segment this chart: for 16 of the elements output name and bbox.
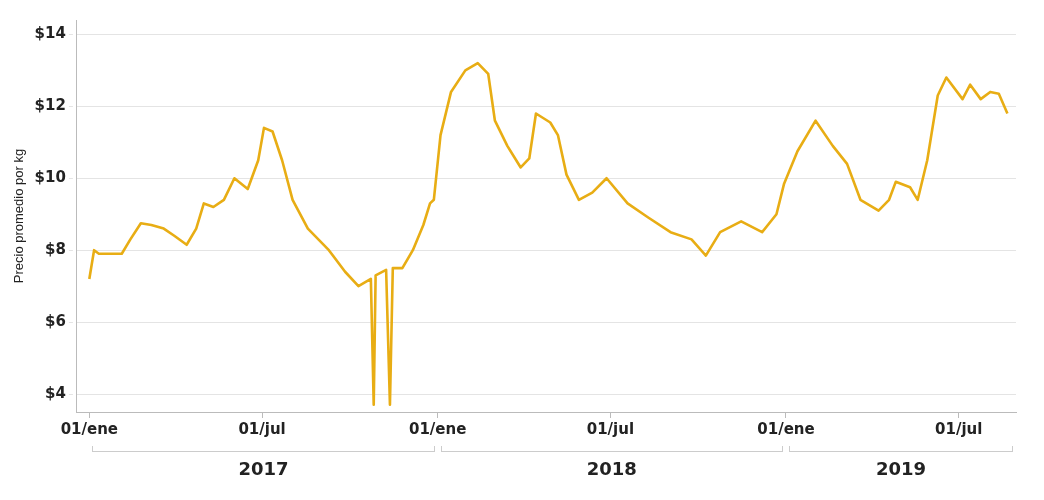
y-tick-label: $14 xyxy=(34,24,66,43)
x-tick-label: 01/ene xyxy=(60,419,119,438)
y-axis-title: Precio promedio por kg xyxy=(11,148,27,284)
y-tick-label: $8 xyxy=(45,240,66,259)
x-tick-label: 01/jul xyxy=(935,419,983,438)
text: 2017 xyxy=(237,458,290,479)
x-tick-label: 01/jul xyxy=(238,419,286,438)
y-tick-label: $6 xyxy=(45,311,66,330)
text: 2019 xyxy=(874,458,928,479)
text: 2018 xyxy=(585,458,638,479)
x-tick-label: 01/ene xyxy=(408,419,467,438)
y-tick-label: $10 xyxy=(34,168,66,187)
x-tick-label: 01/ene xyxy=(757,419,815,438)
x-tick-label: 01/jul xyxy=(586,419,635,438)
y-tick-label: $12 xyxy=(34,96,66,115)
y-tick-label: $4 xyxy=(45,383,66,402)
